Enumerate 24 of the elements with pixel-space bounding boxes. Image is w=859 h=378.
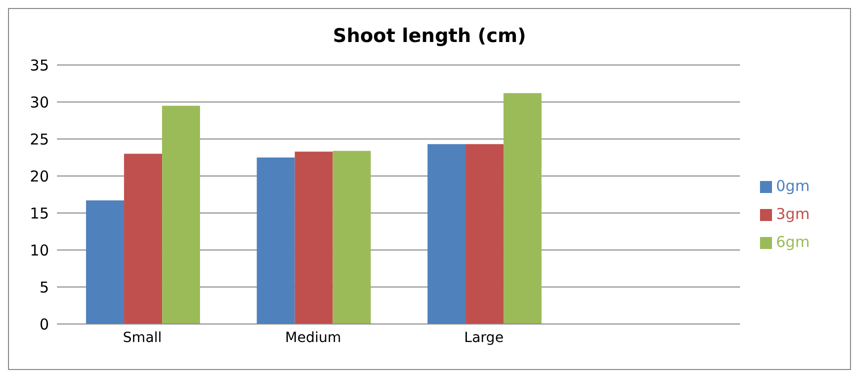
y-tick-label: 30 bbox=[30, 93, 49, 112]
legend-label: 3gm bbox=[776, 205, 810, 223]
x-tick-label: Medium bbox=[285, 330, 342, 346]
bar bbox=[162, 106, 200, 324]
y-tick-label: 35 bbox=[30, 56, 49, 74]
y-tick-label: 25 bbox=[30, 130, 49, 148]
bar bbox=[294, 152, 333, 324]
chart-title: Shoot length (cm) bbox=[332, 25, 526, 47]
y-tick-label: 10 bbox=[30, 241, 49, 260]
bar bbox=[256, 158, 295, 324]
y-tick-label: 5 bbox=[39, 278, 49, 296]
bar bbox=[86, 200, 124, 324]
bar bbox=[466, 144, 504, 324]
y-tick-label: 20 bbox=[30, 167, 49, 186]
legend-label: 0gm bbox=[776, 177, 810, 195]
y-tick-label: 0 bbox=[39, 315, 49, 334]
legend-label: 6gm bbox=[776, 233, 810, 251]
bar bbox=[124, 154, 162, 324]
x-tick-label: Large bbox=[464, 330, 504, 346]
y-tick-label: 15 bbox=[30, 204, 49, 222]
bar bbox=[428, 144, 466, 324]
bar bbox=[332, 150, 371, 324]
bar bbox=[504, 93, 542, 324]
x-tick-label: Small bbox=[122, 330, 162, 346]
